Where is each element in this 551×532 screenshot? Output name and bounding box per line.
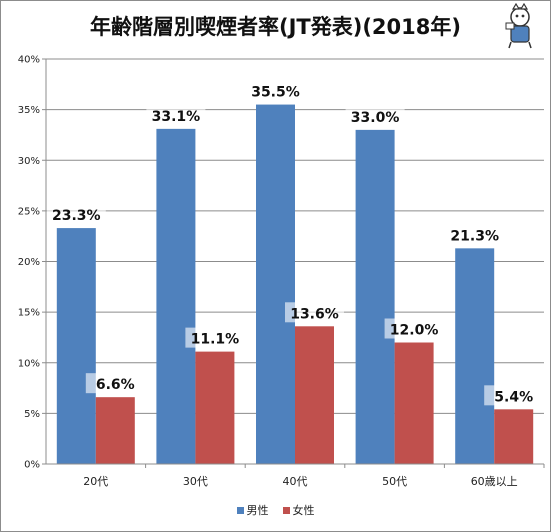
bar-female [395,343,434,465]
legend-item-female: 女性 [283,502,315,518]
data-label: 11.1% [191,332,240,348]
data-label: 35.5% [251,85,300,101]
legend-swatch [237,507,244,514]
bar-female [494,409,533,464]
x-tick-label: 50代 [382,475,407,488]
bar-male [256,105,295,464]
data-label: 12.0% [390,323,439,339]
data-label: 23.3% [52,208,101,224]
x-tick-label: 60歳以上 [471,475,518,488]
legend: 男性 女性 [1,502,550,518]
y-tick-label: 30% [18,156,40,167]
y-tick-label: 5% [24,409,40,420]
plot-area: 23.3% 6.6% 33.1% 11.1% 35.5% 13.6% 33.0% 12.0% 2… [1,1,550,501]
y-tick-label: 20% [18,257,40,268]
data-label: 13.6% [290,306,339,322]
data-label: 21.3% [450,228,499,244]
bar-male [156,129,195,464]
data-label: 33.1% [152,109,201,125]
y-tick-label: 35% [18,105,40,116]
bar-male [455,248,494,464]
data-label: 5.4% [494,389,533,405]
legend-label: 男性 [247,502,269,518]
y-tick-label: 0% [24,460,40,471]
bar-male [57,228,96,464]
bar-female [96,397,135,464]
bar-female [295,326,334,464]
legend-label: 女性 [293,502,315,518]
y-tick-label: 15% [18,308,40,319]
x-tick-label: 40代 [283,475,308,488]
data-label: 33.0% [351,110,400,126]
x-tick-label: 20代 [83,475,108,488]
y-tick-label: 40% [18,55,40,66]
x-tick-label: 30代 [183,475,208,488]
bar-male [356,130,395,464]
y-tick-label: 10% [18,358,40,369]
data-label: 6.6% [96,377,135,393]
y-tick-label: 25% [18,206,40,217]
bar-female [195,352,234,464]
legend-swatch [283,507,290,514]
legend-item-male: 男性 [237,502,269,518]
